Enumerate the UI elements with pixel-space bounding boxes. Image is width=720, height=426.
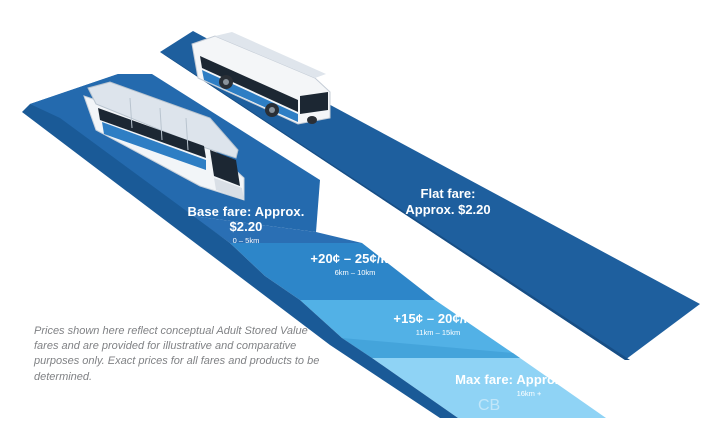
- tier-1-fare: Base fare: Approx. $2.20: [187, 204, 305, 234]
- train-track-shade: [22, 104, 458, 418]
- flat-fare-line2: Approx. $2.20: [405, 201, 491, 217]
- tier-4-range: 16km +: [516, 388, 542, 398]
- tier-2-fare: +20¢ – 25¢/km: [310, 251, 400, 266]
- tier-1-label: Base fare: Approx. $2.20 0 – 5km: [170, 204, 322, 246]
- flat-fare-label: Flat fare: Approx. $2.20: [396, 186, 500, 217]
- train-icon: [83, 81, 245, 201]
- tier-4-band: [372, 358, 606, 418]
- tier-2-band: [230, 243, 435, 300]
- tier-3-range: 11km – 15km: [415, 327, 461, 337]
- tier-3-edge: [342, 338, 520, 358]
- tier-2-range: 6km – 10km: [334, 267, 376, 277]
- tier-3-label: +15¢ – 20¢/km 11km – 15km: [373, 311, 503, 338]
- tier-2-label: +20¢ – 25¢/km 6km – 10km: [290, 251, 420, 278]
- tier-3-fare: +15¢ – 20¢/km: [393, 311, 483, 326]
- tier-1-range: 0 – 5km: [232, 235, 260, 245]
- tier-4-label: Max fare: Approx. $4.30 16km +: [446, 372, 612, 399]
- bus-icon: [191, 32, 331, 125]
- disclaimer-text: Prices shown here reflect conceptual Adu…: [34, 325, 320, 383]
- tier-4-fare: Max fare: Approx. $4.30: [455, 372, 603, 387]
- watermark: CB: [478, 397, 500, 414]
- flat-fare-line1: Flat fare:: [420, 186, 476, 201]
- flat-fare-track-shade: [160, 52, 630, 360]
